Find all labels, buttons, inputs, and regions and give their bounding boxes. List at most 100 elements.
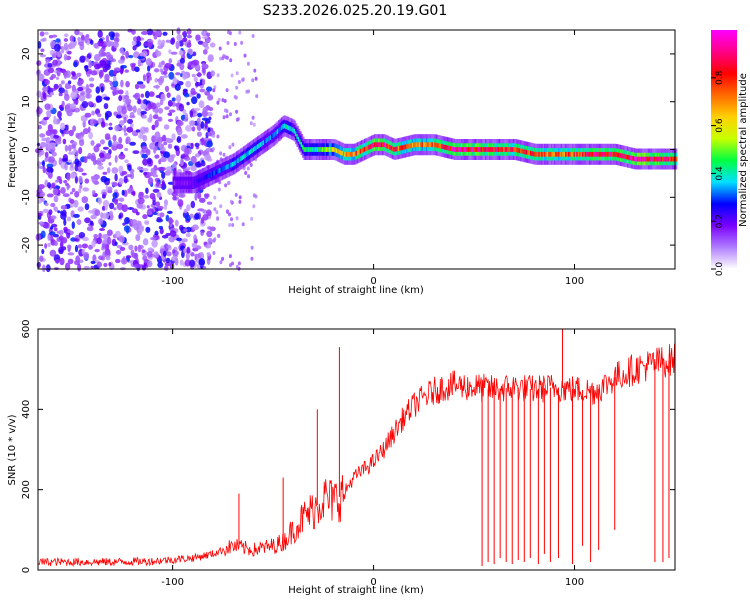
- spectrogram-cell: [48, 35, 54, 39]
- spectrogram-cell: [257, 144, 260, 149]
- spectrogram-cell: [43, 116, 49, 121]
- spectrogram-cell: [666, 156, 669, 162]
- colorbar: 0.0 0.2 0.4 0.6 0.8 Normalized spectral ampl…: [711, 30, 749, 276]
- spectrogram-cell: [527, 150, 530, 155]
- spectrogram-cell: [139, 52, 144, 57]
- spectrogram-cell: [129, 141, 137, 146]
- spectrogram-cell: [252, 204, 256, 209]
- spectrogram-cell: [152, 174, 159, 178]
- spectrogram-cell: [219, 56, 222, 61]
- spectrogram-cell: [103, 262, 108, 268]
- spectrogram-cell: [591, 151, 595, 157]
- spectrogram-cell: [46, 166, 54, 173]
- spectrogram-cell: [102, 171, 108, 175]
- spectrogram-cell: [250, 149, 253, 155]
- spectrogram-cell: [342, 151, 346, 157]
- spectrogram-cell: [151, 239, 158, 248]
- spectrogram-cell: [46, 193, 54, 198]
- spectrogram-cell: [285, 124, 288, 129]
- spectrogram-cell: [646, 156, 650, 162]
- spectrogram-cell: [178, 180, 181, 186]
- spectrogram-cell: [114, 124, 121, 132]
- spectrogram-cell: [210, 70, 215, 77]
- spectrogram-cell: [116, 113, 121, 119]
- spectrogram-cell: [407, 143, 410, 149]
- spectrogram-cell: [300, 142, 304, 147]
- spectrogram-cell: [344, 151, 347, 157]
- spectrogram-cell: [183, 228, 188, 232]
- spectrogram-cell: [146, 205, 150, 209]
- spectrogram-cell: [55, 258, 60, 264]
- spectrogram-cell: [243, 53, 247, 58]
- spectrogram-cell: [150, 167, 155, 174]
- spectrogram-cell: [191, 96, 198, 105]
- spectrogram-cell: [383, 142, 387, 148]
- spectrogram-cell: [172, 249, 176, 254]
- spectrogram-cell: [211, 147, 215, 151]
- spectrogram-cell: [385, 143, 388, 148]
- spectrogram-cell: [311, 147, 315, 152]
- spectrogram-cell: [276, 129, 280, 135]
- spectrogram-cell: [177, 199, 184, 207]
- spectrogram-cell: [275, 130, 278, 136]
- colorbar-tick-label: 0.4: [715, 166, 725, 181]
- spectrogram-cell: [493, 147, 496, 152]
- spectrogram-cell: [154, 29, 162, 37]
- spectrogram-cell: [221, 166, 225, 172]
- spectrogram-cell: [50, 74, 57, 79]
- spectrogram-cell: [206, 230, 213, 238]
- spectrogram-cell: [44, 103, 51, 110]
- spectrogram-cell: [251, 34, 255, 38]
- spectrogram-cell: [229, 263, 232, 268]
- spectrogram-cell: [45, 264, 51, 273]
- spectrogram-cell: [37, 124, 42, 130]
- spectrogram-cell: [208, 106, 214, 112]
- spectrogram-cell: [638, 156, 641, 162]
- spectrogram-cell: [77, 206, 84, 212]
- spectrogram-cell: [143, 171, 148, 176]
- spectrogram-cell: [183, 247, 187, 254]
- spectrogram-cell: [396, 146, 399, 152]
- spectrogram-cell: [114, 69, 118, 75]
- spectrogram-cell: [50, 202, 56, 208]
- spectrogram-cell: [228, 223, 232, 227]
- spectrogram-cell: [101, 194, 106, 199]
- spectrogram-cell: [615, 152, 619, 157]
- spectrogram-cell: [480, 147, 484, 152]
- spectrogram-cell: [145, 58, 152, 66]
- spectrogram-cell: [92, 119, 98, 125]
- spectrogram-cell: [78, 132, 85, 136]
- spectrogram-cell: [317, 147, 320, 152]
- spectrogram-cell: [321, 147, 325, 152]
- spectrogram-cell: [148, 172, 154, 177]
- spectrogram-cell: [532, 151, 536, 157]
- spectrogram-cell: [50, 215, 57, 220]
- spectrogram-cell: [122, 222, 126, 226]
- spectrogram-y-label: Frequency (Hz): [7, 112, 18, 188]
- spectrogram-cell: [229, 58, 233, 63]
- spectrogram-cell: [79, 55, 86, 63]
- spectrogram-cell: [143, 42, 149, 47]
- spectrogram-cell: [147, 102, 152, 110]
- spectrogram-cell: [250, 256, 254, 261]
- spectrogram-cell: [361, 148, 364, 154]
- spectrogram-cell: [147, 177, 154, 186]
- spectrogram-cell: [68, 129, 74, 137]
- spectrogram-cell: [213, 85, 217, 90]
- spectrogram-cell: [246, 166, 250, 171]
- spectrogram-cell: [171, 101, 176, 107]
- spectrogram-cell: [155, 102, 161, 108]
- spectrogram-cell: [54, 43, 61, 52]
- spectrogram-cell: [126, 174, 133, 178]
- spectrogram-cell: [208, 96, 213, 101]
- spectrogram-cell: [37, 213, 42, 217]
- spectrogram-cell: [161, 134, 167, 142]
- spectrogram-cell: [230, 162, 233, 168]
- spectrogram-cell: [101, 234, 109, 239]
- spectrogram-cell: [67, 258, 74, 265]
- spectrogram-cell: [168, 109, 176, 113]
- spectrogram-cell: [70, 162, 74, 168]
- spectrogram-cell: [118, 235, 125, 243]
- spectrogram-cell: [191, 64, 196, 69]
- spectrogram-cell: [84, 112, 92, 118]
